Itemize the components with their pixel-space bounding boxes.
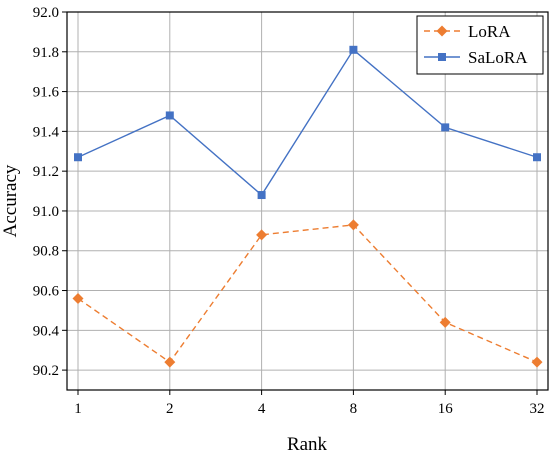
series-layer [72, 45, 543, 368]
y-tick-label: 90.2 [33, 363, 59, 379]
legend: LoRA SaLoRA [416, 15, 544, 75]
legend-marker-lora [436, 25, 448, 37]
y-tick-label: 90.4 [33, 323, 60, 339]
series-salora [74, 45, 541, 200]
grid-layer [67, 11, 548, 390]
legend-label-salora: SaLoRA [468, 48, 528, 67]
data-point-lora [439, 316, 451, 328]
x-tick-label: 32 [530, 401, 545, 417]
legend-box [416, 15, 544, 75]
plot-frame [66, 11, 549, 391]
y-tick-label: 90.6 [33, 284, 60, 300]
data-point-salora [74, 153, 82, 162]
tick-layer: 1 2 4 8 16 32 90.2 90.4 90.6 90.8 91.0 91.2 91.4 91.6… [33, 5, 545, 417]
x-tick-label: 16 [438, 401, 454, 417]
y-tick-label: 91.4 [33, 124, 60, 140]
data-point-salora [257, 191, 266, 200]
legend-entries: LoRA SaLoRA [424, 22, 528, 67]
x-axis-title: Rank [287, 434, 328, 455]
data-point-salora [533, 153, 541, 162]
y-tick-label: 92.0 [33, 5, 59, 21]
y-tick-label: 91.2 [33, 164, 59, 180]
x-tick-label: 1 [74, 401, 82, 417]
data-point-lora [347, 219, 359, 231]
series-lora [72, 219, 543, 368]
x-tick-label: 2 [166, 401, 174, 417]
x-tick-label: 8 [350, 401, 358, 417]
y-tick-label: 91.6 [33, 85, 60, 101]
legend-marker-salora [438, 53, 446, 61]
y-tick-label: 90.8 [33, 244, 59, 260]
y-tick-label: 91.0 [33, 204, 59, 220]
data-point-salora [441, 123, 450, 132]
data-point-lora [164, 356, 176, 368]
series-line-salora [77, 48, 538, 197]
data-point-lora [72, 292, 84, 304]
series-line-lora [77, 224, 538, 364]
data-point-lora [531, 356, 543, 368]
legend-label-lora: LoRA [468, 22, 511, 41]
data-point-salora [349, 45, 358, 54]
x-tick-label: 4 [258, 401, 266, 417]
y-tick-label: 91.8 [33, 45, 59, 61]
y-axis-title: Accuracy [0, 164, 21, 237]
data-point-lora [256, 229, 268, 241]
data-point-salora [165, 111, 174, 120]
